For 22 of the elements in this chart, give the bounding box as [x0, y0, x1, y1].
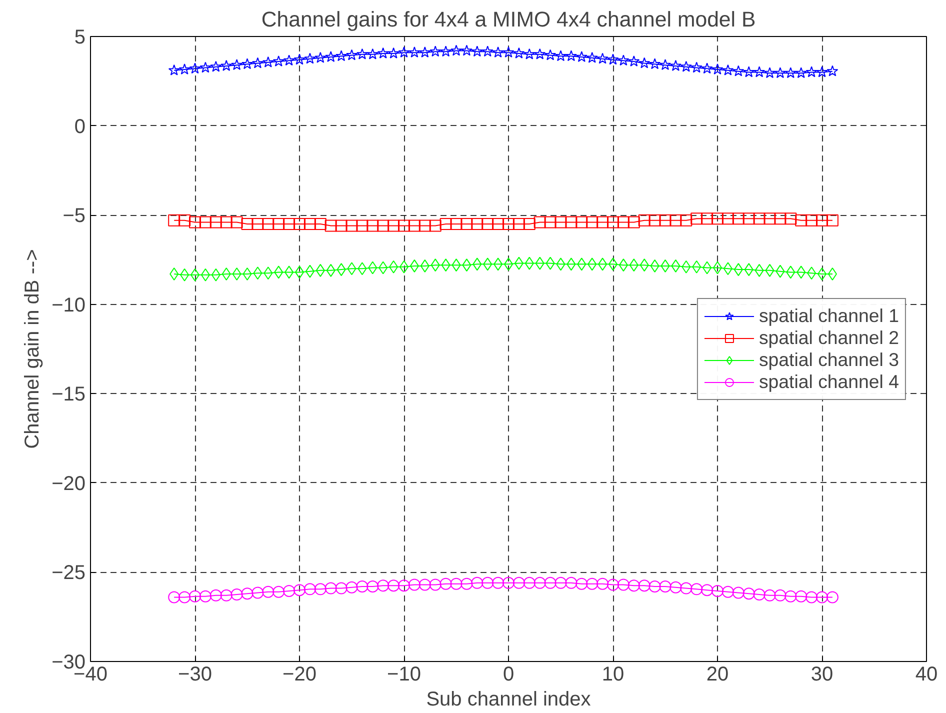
x-tick-label: 30	[810, 664, 834, 686]
chart-title: Channel gains for 4x4 a MIMO 4x4 channel model B	[261, 8, 756, 32]
y-tick-label: −5	[62, 205, 86, 228]
x-tick-label: 10	[602, 664, 624, 686]
y-tick-label: −25	[52, 562, 86, 584]
y-tick-label: −15	[52, 384, 86, 406]
y-tick-label: −10	[52, 294, 86, 316]
x-tick-label: −30	[178, 664, 212, 686]
y-tick-label: 0	[74, 116, 86, 138]
y-tick-label: 5	[74, 26, 86, 48]
x-tick-label: 40	[915, 664, 938, 686]
x-tick-label: 20	[706, 664, 729, 686]
legend-label: spatial channel 4	[758, 370, 899, 392]
legend-label: spatial channel 2	[758, 326, 899, 348]
x-tick-label: 0	[502, 664, 514, 686]
x-axis-title: Sub channel index	[426, 688, 591, 710]
x-tick-label: −10	[387, 664, 421, 686]
legend-label: spatial channel 3	[758, 348, 899, 370]
y-tick-label: −20	[52, 472, 86, 495]
x-tick-label: −20	[282, 664, 316, 686]
legend-label: spatial channel 1	[758, 304, 899, 326]
y-axis-title: Channel gain in dB -->	[22, 249, 44, 449]
